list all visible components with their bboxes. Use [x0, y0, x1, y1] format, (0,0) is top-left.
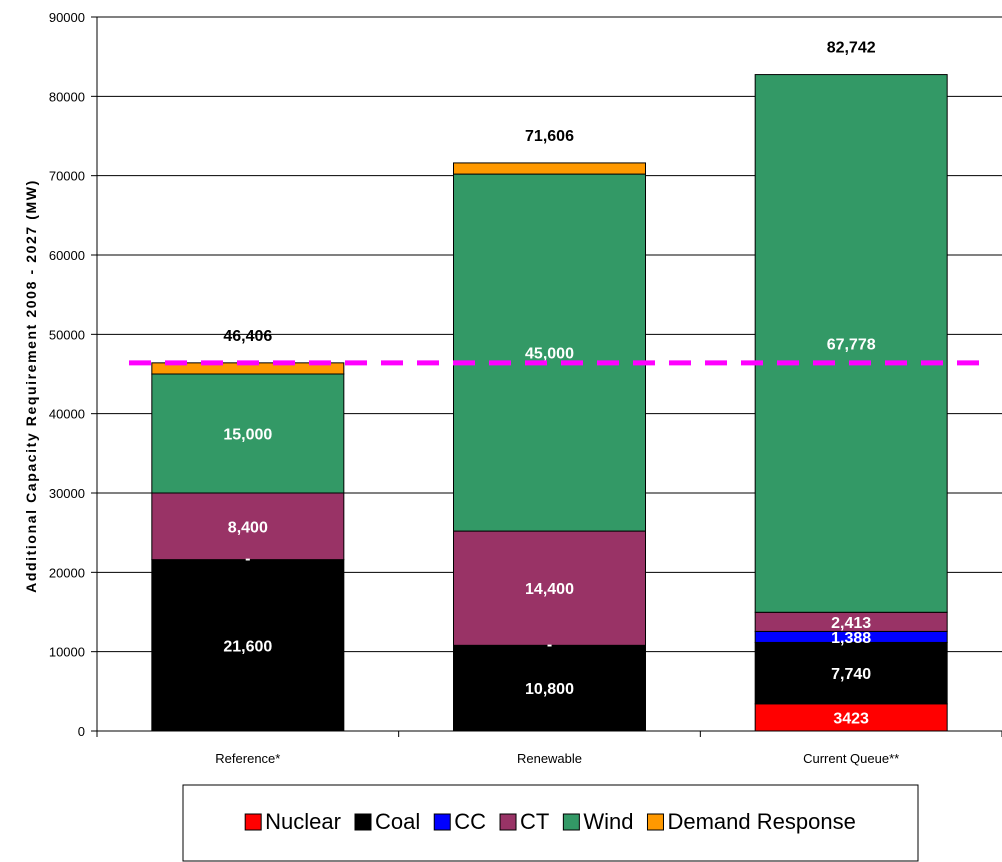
- segment-label: 2,413: [831, 615, 871, 632]
- y-axis-label: Additional Capacity Requirement 2008 - 2…: [23, 179, 39, 593]
- y-tick-label: 50000: [49, 327, 85, 342]
- segment-label: 3423: [833, 710, 869, 727]
- legend-label-wind: Wind: [583, 809, 633, 834]
- legend-label-ct: CT: [520, 809, 549, 834]
- legend-label-nuclear: Nuclear: [265, 809, 341, 834]
- legend-swatch-cc: [433, 813, 451, 831]
- legend-swatch-coal: [354, 813, 372, 831]
- segment-label: 14,400: [525, 581, 574, 598]
- legend-label-cc: CC: [454, 809, 486, 834]
- bar-segment-coal: [151, 559, 345, 732]
- legend-swatch-wind: [562, 813, 580, 831]
- y-tick-label: 70000: [49, 169, 85, 184]
- x-tick-labels: Reference* Renewable Current Queue**: [215, 751, 899, 766]
- y-tick-label: 30000: [49, 486, 85, 501]
- x-tick-label: Renewable: [517, 751, 582, 766]
- segment-label: 21,600: [223, 638, 272, 655]
- y-tick-label: 60000: [49, 248, 85, 263]
- x-tick-label: Current Queue**: [803, 751, 899, 766]
- y-tick-label: 20000: [49, 565, 85, 580]
- bar-segment-wind: [151, 373, 345, 494]
- y-tick-label: 90000: [49, 10, 85, 25]
- legend-swatch-demand-response: [646, 813, 664, 831]
- total-labels: 46,406 71,606 82,742: [223, 40, 875, 345]
- y-tick-label: 80000: [49, 89, 85, 104]
- bar-segment-wind: [453, 173, 646, 532]
- y-tick-label: 10000: [49, 645, 85, 660]
- total-label: 82,742: [827, 40, 876, 57]
- legend-label-demand-response: Demand Response: [667, 809, 855, 834]
- axes: [91, 16, 1002, 737]
- legend-label-coal: Coal: [375, 809, 420, 834]
- y-tick-label: 0: [78, 724, 85, 739]
- y-tick-label: 40000: [49, 407, 85, 422]
- bar-segment-ct: [151, 492, 345, 561]
- segment-label: 67,778: [827, 336, 876, 353]
- segment-label: 15,000: [223, 427, 272, 444]
- bar-segment-coal: [453, 644, 646, 732]
- segment-label: -: [547, 636, 552, 653]
- y-tick-labels: 0 10000 20000 30000 40000 50000 60000 70000 8000…: [49, 10, 85, 739]
- x-tick-label: Reference*: [215, 751, 280, 766]
- legend: Nuclear Coal CC CT Wind Demand Response: [182, 784, 919, 862]
- bars: [151, 74, 948, 732]
- bar-segment-ct: [453, 530, 646, 646]
- segment-label: 10,800: [525, 681, 574, 698]
- legend-box: [182, 784, 919, 862]
- segment-label: 7,740: [831, 666, 871, 683]
- legend-swatch-nuclear: [244, 813, 262, 831]
- bar-segment-wind: [754, 74, 948, 613]
- segment-labels: 21,600 - 8,400 15,000 10,800 - 14,400 45,000 342…: [223, 336, 875, 727]
- segment-label: 45,000: [525, 346, 574, 363]
- segment-label: 1,388: [831, 630, 871, 647]
- segment-label: 8,400: [228, 519, 268, 536]
- legend-swatch-ct: [499, 813, 517, 831]
- total-label: 71,606: [525, 128, 574, 145]
- segment-label: -: [245, 551, 250, 568]
- bar-segment-demand-response: [453, 162, 646, 175]
- total-label: 46,406: [223, 328, 272, 345]
